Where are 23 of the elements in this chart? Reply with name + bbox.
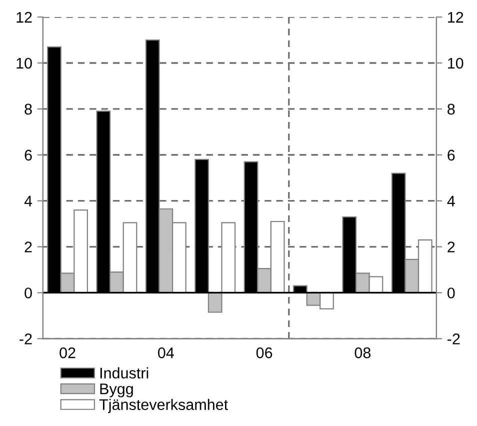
y-tick-label: 6	[24, 150, 32, 161]
y-tick-label: 4	[24, 196, 32, 206]
legend-label: Bygg	[100, 384, 133, 398]
y2-tick-label: 8	[448, 104, 455, 115]
y2-tick-label: 2	[448, 242, 455, 252]
x-tick-label: 04	[158, 347, 174, 358]
y2-tick-label: 0	[447, 288, 455, 298]
y2-tick-label: 12	[448, 12, 464, 23]
y2-tick-label: 10	[448, 58, 464, 69]
y-tick-label: 10	[16, 58, 32, 69]
y-tick-label: 8	[24, 104, 32, 115]
y-tick-label: -2	[20, 334, 32, 344]
y-tick-label: 2	[24, 242, 32, 252]
x-tick-label: 02	[60, 347, 76, 358]
y-tick-label: 0	[24, 288, 32, 298]
legend-label: Industri	[100, 367, 148, 379]
y2-tick-label: 6	[448, 150, 455, 161]
x-tick-label: 06	[256, 347, 272, 358]
x-tick-label: 08	[354, 347, 370, 358]
y-tick-label: 12	[16, 12, 32, 23]
y2-tick-label: 4	[447, 196, 455, 206]
y2-tick-label: -2	[448, 334, 460, 344]
legend-label: Tjänsteverksamhet	[99, 398, 228, 414]
